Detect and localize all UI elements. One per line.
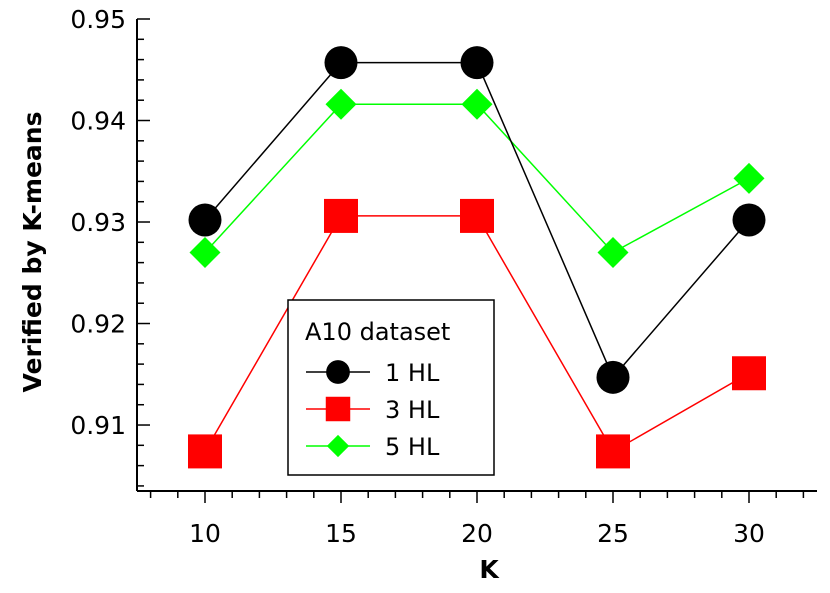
data-point [461,88,493,120]
data-point [460,46,494,80]
data-point [188,434,222,469]
x-tick-label: 15 [325,519,357,548]
x-axis-title: K [479,555,500,584]
y-tick-label: 0.95 [70,5,126,34]
legend-label: 5 HL [385,433,440,461]
data-point [325,88,357,120]
data-point [460,198,494,233]
x-tick-label: 30 [733,519,765,548]
legend-title: A10 dataset [305,318,450,346]
legend-marker [326,434,350,458]
x-tick-label: 10 [189,519,221,548]
data-point [324,198,358,233]
data-point [597,236,629,268]
data-point [189,236,221,268]
data-point [732,203,766,237]
series-1 [188,198,766,469]
y-tick-label: 0.92 [70,310,126,339]
legend-label: 1 HL [385,359,440,387]
legend: A10 dataset 1 HL 3 HL 5 HL [287,299,495,476]
series-0 [188,46,766,394]
legend-label: 3 HL [385,396,440,424]
series-layer [188,46,766,469]
y-tick-label: 0.91 [70,411,126,440]
x-tick-label: 20 [461,519,493,548]
data-point [188,203,222,237]
y-tick-label: 0.93 [70,208,126,237]
data-point [596,434,630,469]
data-point [732,356,766,391]
data-point [324,46,358,80]
legend-marker [326,360,350,384]
data-point [596,360,630,394]
x-tick-label: 25 [597,519,629,548]
y-axis-title: Verified by K-means [18,112,47,393]
axes: 0.91 0.92 0.93 0.94 0.95 10 15 20 25 30 [70,5,817,548]
data-point [733,162,765,194]
series-2 [189,88,765,268]
legend-marker [325,396,351,422]
legend-box [287,299,495,476]
y-tick-label: 0.94 [70,107,126,136]
